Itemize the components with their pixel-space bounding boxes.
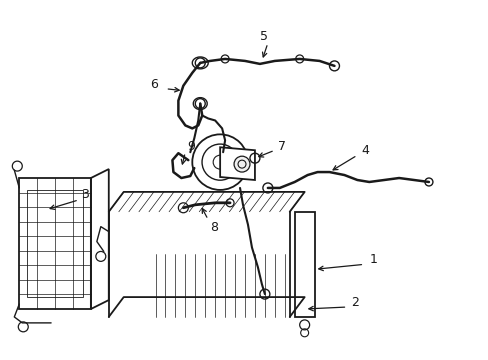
Text: 2: 2 (351, 296, 359, 309)
Text: 7: 7 (277, 140, 285, 153)
Circle shape (234, 156, 249, 172)
Text: 9: 9 (187, 140, 195, 153)
Text: 4: 4 (361, 144, 368, 157)
Text: 8: 8 (210, 221, 218, 234)
Text: 3: 3 (81, 188, 89, 201)
Text: 6: 6 (150, 78, 158, 91)
Text: 1: 1 (368, 253, 376, 266)
Polygon shape (220, 147, 254, 180)
Text: 5: 5 (259, 30, 267, 42)
